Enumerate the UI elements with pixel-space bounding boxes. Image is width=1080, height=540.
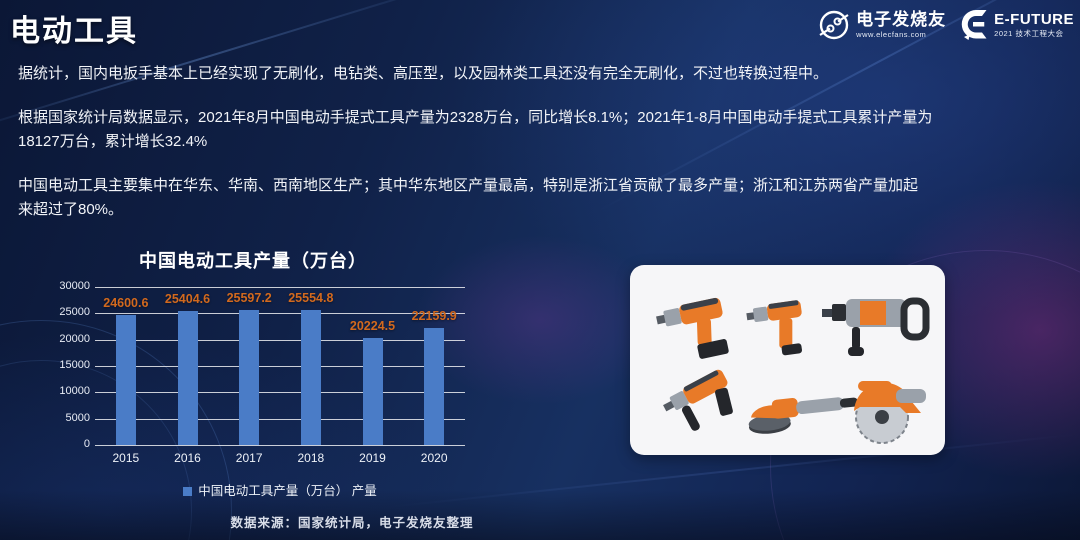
bar-2018: [300, 310, 321, 445]
legend-label: 中国电动工具产量（万台） 产量: [198, 484, 377, 498]
chart-y-axis: 0 5000 10000 15000 20000 25000 30000: [58, 280, 90, 450]
power-tools-illustration: [656, 297, 930, 444]
bar-2016: [177, 311, 198, 445]
gridline: [95, 418, 465, 420]
gridline: [95, 445, 465, 446]
page-title: 电动工具: [10, 15, 138, 48]
efuture-logo: E-FUTURE 2021 技术工程大会: [958, 7, 1074, 43]
header-logos: 电子发烧友 www.elecfans.com E-FUTURE 2021 技术工…: [818, 7, 1074, 43]
bar-value-label: 22159.9: [411, 309, 457, 324]
bar-2019: [362, 338, 383, 445]
cordless-drill-illustration: [656, 297, 729, 359]
gridline: [95, 366, 465, 367]
y-axis-tick-label: 20000: [59, 332, 90, 345]
e-future-icon: [961, 10, 987, 40]
paragraph-regions: 中国电动工具主要集中在华东、华南、西南地区生产；其中华东地区产量最高，特别是浙江…: [18, 177, 919, 218]
efuture-logo-name: E-FUTURE: [994, 11, 1074, 29]
elecfans-logo-name: 电子发烧友: [856, 10, 947, 30]
gridline: [95, 339, 465, 341]
x-axis-tick-label: 2017: [235, 451, 263, 465]
impact-drill-illustration: [663, 369, 733, 431]
data-source-note: 数据来源：国家统计局，电子发烧友整理: [230, 516, 474, 530]
compact-drill-illustration: [746, 300, 803, 356]
legend-swatch: [183, 487, 193, 496]
x-axis-tick-label: 2019: [359, 451, 386, 465]
gridline: [95, 392, 465, 394]
paragraph-production-stats: 根据国家统计局数据显示，2021年8月中国电动手提式工具产量为2328万台，同比…: [18, 109, 933, 150]
gridline: [95, 313, 465, 315]
elecfans-logo: 电子发烧友 www.elecfans.com: [818, 9, 946, 41]
circuit-node-icon: [819, 10, 849, 40]
bar-value-label: 20224.5: [349, 319, 396, 334]
production-bar-chart: 中国电动工具产量（万台） 0 5000 10000 15000 20000 25000 30…: [58, 243, 538, 505]
bar-value-label: 25404.6: [164, 292, 211, 307]
efuture-logo-subtitle: 2021 技术工程大会: [994, 28, 1064, 38]
bar-value-label: 25554.8: [288, 291, 334, 306]
y-axis-tick-label: 5000: [65, 411, 90, 424]
x-axis-tick-label: 2018: [297, 451, 325, 465]
body-text: 据统计，国内电扳手基本上已经实现了无刷化，电钻类、高压型，以及园林类工具还没有完…: [18, 62, 1020, 242]
x-axis-tick-label: 2020: [420, 451, 448, 465]
y-axis-tick-label: 0: [83, 438, 90, 450]
power-tools-image-card: [630, 265, 945, 455]
rotary-hammer-illustration: [822, 297, 930, 356]
y-axis-tick-label: 25000: [59, 306, 90, 319]
chart-plot: 24600.6 2015 25404.6 2016 25597.2 2017 25554.8…: [95, 287, 465, 465]
x-axis-tick-label: 2016: [174, 451, 201, 465]
chart-title: 中国电动工具产量（万台）: [139, 251, 367, 271]
circular-saw-illustration: [854, 381, 926, 444]
bar-2017: [239, 310, 260, 445]
elecfans-logo-url: www.elecfans.com: [856, 29, 927, 39]
y-axis-tick-label: 30000: [59, 280, 90, 292]
bar-2020: [424, 328, 445, 445]
bar-value-label: 24600.6: [103, 296, 149, 311]
bar-2015: [115, 315, 136, 445]
bar-value-label: 25597.2: [226, 291, 272, 306]
angle-grinder-illustration: [748, 397, 858, 434]
y-axis-tick-label: 15000: [59, 359, 90, 371]
y-axis-tick-label: 10000: [59, 385, 90, 398]
x-axis-tick-label: 2015: [112, 451, 140, 465]
chart-legend: 中国电动工具产量（万台） 产量: [95, 480, 465, 499]
paragraph-brushless: 据统计，国内电扳手基本上已经实现了无刷化，电钻类、高压型，以及园林类工具还没有完…: [18, 65, 829, 82]
gridline: [95, 287, 465, 288]
